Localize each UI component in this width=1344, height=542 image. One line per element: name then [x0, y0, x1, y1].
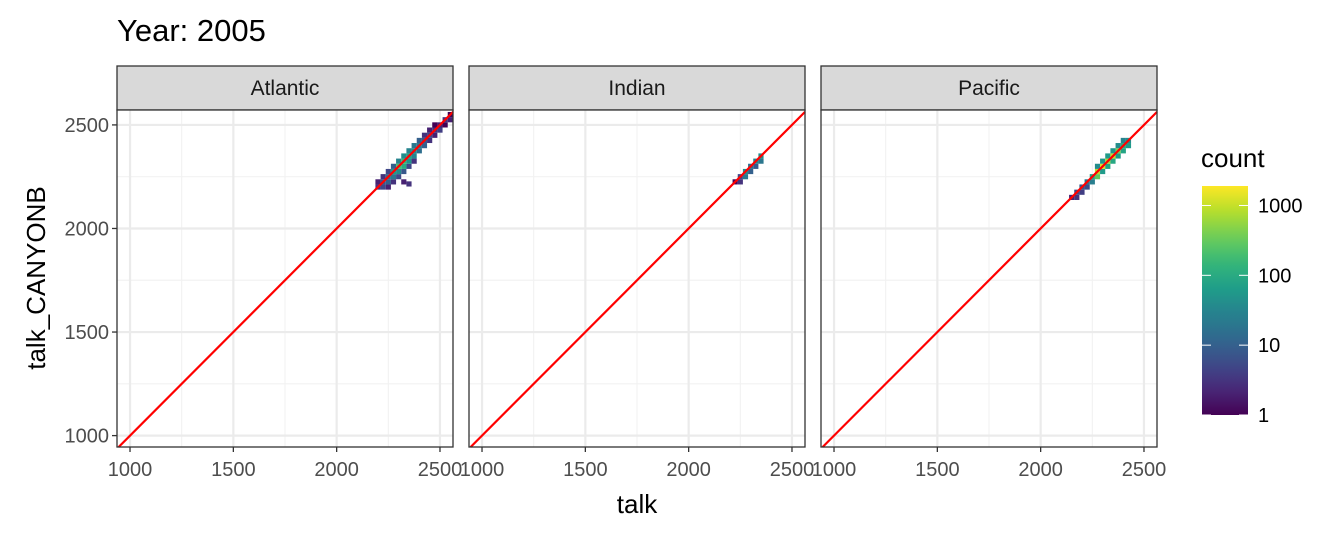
bin-tile	[401, 163, 407, 169]
x-tick-label: 1500	[915, 459, 960, 481]
bin-tile	[447, 117, 453, 123]
bin-tile	[1105, 153, 1111, 159]
bin-tile	[1074, 194, 1080, 200]
panel-border	[820, 109, 1158, 448]
bin-tile	[1105, 163, 1111, 169]
x-tick-label: 2500	[770, 459, 815, 481]
bin-tile	[375, 179, 381, 185]
legend-title: count	[1201, 143, 1265, 173]
bin-tile	[1094, 163, 1101, 169]
identity-line	[117, 111, 454, 448]
bin-tile	[1079, 189, 1085, 195]
facet-strip-label: Pacific	[958, 77, 1020, 100]
x-tick-label: 1000	[460, 459, 505, 481]
facet-strip-label: Indian	[608, 77, 665, 100]
bin-tile	[406, 158, 412, 164]
bin-tile	[432, 132, 438, 138]
bin-tile	[1110, 148, 1116, 154]
bin-tile	[442, 122, 448, 128]
bin-tile	[742, 174, 749, 180]
bin-tile	[432, 122, 438, 128]
bin-tile	[1115, 153, 1121, 159]
bin-tile	[416, 148, 422, 154]
bin-tile	[401, 153, 407, 159]
bin-tile	[1100, 168, 1106, 175]
bin-tile	[390, 174, 397, 180]
bin-tile	[390, 179, 397, 185]
bin-tile	[396, 158, 402, 164]
bin-tile	[427, 127, 433, 133]
bin-tile	[406, 181, 412, 187]
colorbar-tick-label: 1000	[1258, 195, 1303, 217]
bin-tile	[401, 168, 407, 175]
bin-tile	[401, 179, 407, 185]
bin-tile	[1100, 158, 1106, 164]
x-tick-label: 1000	[812, 459, 857, 481]
x-tick-label: 1000	[108, 459, 153, 481]
bin-tile	[748, 168, 754, 175]
facet-strip	[468, 65, 806, 111]
x-tick-label: 2000	[1018, 459, 1063, 481]
x-tick-label: 2500	[1122, 459, 1167, 481]
y-tick-label: 2500	[65, 115, 110, 137]
bin-tile	[1089, 179, 1095, 185]
bin-tile	[396, 168, 402, 175]
bin-tile	[758, 158, 764, 164]
panel-border	[468, 109, 806, 448]
y-tick-label: 1500	[65, 322, 110, 344]
bin-tile	[437, 127, 443, 133]
bin-tile	[427, 137, 433, 144]
bin-tile	[380, 174, 386, 180]
facet-panel-pacific: Pacific 1000 1500 2000 2500	[812, 65, 1167, 481]
bin-tile	[416, 137, 422, 144]
identity-line	[469, 111, 806, 448]
x-tick-label: 2000	[666, 459, 711, 481]
bin-tile	[396, 174, 402, 180]
bin-tile	[1084, 184, 1090, 190]
bin-tile	[1094, 174, 1101, 180]
x-tick-label: 2500	[418, 459, 463, 481]
bin-tile	[737, 179, 743, 185]
bin-tile	[1110, 158, 1116, 164]
x-tick-label: 2000	[314, 459, 359, 481]
bin-tile	[1120, 148, 1126, 154]
identity-line	[821, 111, 1158, 448]
facet-strip-label: Atlantic	[251, 77, 320, 100]
colorbar-tick-label: 10	[1258, 335, 1280, 357]
bin-tile	[1115, 143, 1121, 149]
facet-panel-indian: Indian 1000 1500 2000 2500	[460, 65, 815, 481]
bin-tile	[385, 179, 391, 185]
x-tick-label: 1500	[563, 459, 608, 481]
bin-tile	[1120, 137, 1126, 144]
x-axis-label: talk	[617, 489, 658, 519]
panel-border	[116, 109, 454, 448]
colorbar-tick-label: 100	[1258, 265, 1291, 287]
bin-tile	[406, 148, 412, 154]
bin-tile	[390, 163, 397, 169]
color-legend: count 1 10 100 1000	[1201, 143, 1303, 427]
chart-title: Year: 2005	[117, 13, 266, 48]
bin-tile	[421, 143, 428, 149]
bin-tile	[411, 158, 417, 164]
facet-strip	[116, 65, 454, 111]
y-axis-label: talk_CANYONB	[21, 186, 51, 370]
bin-tile	[411, 143, 417, 149]
bin-tile	[385, 184, 391, 190]
bin-tile	[380, 184, 386, 190]
x-tick-label: 1500	[211, 459, 256, 481]
bin-tile	[406, 163, 412, 169]
bin-tile	[411, 153, 417, 159]
facet-strip	[820, 65, 1158, 111]
bin-tile	[753, 163, 759, 169]
bin-tile	[385, 168, 391, 175]
y-tick-label: 1000	[65, 426, 110, 448]
colorbar-tick-label: 1	[1258, 405, 1269, 427]
facet-panel-atlantic: Atlantic 1000 1500 2000 2500 1000 1500 2000 2500	[65, 65, 463, 481]
bin-tile	[1125, 143, 1132, 149]
bin-tile	[421, 132, 428, 138]
y-tick-label: 2000	[65, 218, 110, 240]
colorbar	[1202, 186, 1248, 415]
